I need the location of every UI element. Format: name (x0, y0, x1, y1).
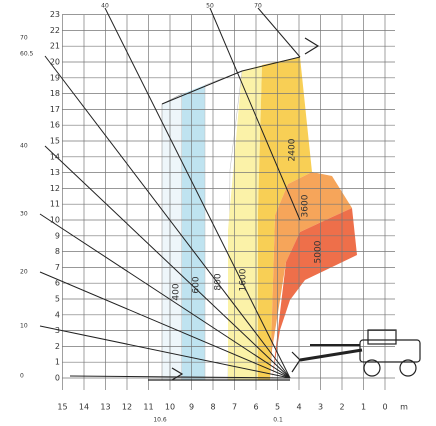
y-tick-label: 16 (50, 121, 60, 130)
angle-label: 70 (254, 3, 262, 10)
y-tick-label: 2 (55, 342, 60, 351)
y-tick-label: 13 (50, 168, 60, 177)
grid (62, 14, 395, 390)
x-tick-label: 7 (232, 403, 237, 412)
x-unit: m (400, 403, 408, 412)
wheel (399, 359, 417, 377)
y-tick-label: 19 (50, 73, 60, 82)
labels: 0123456789101112131415161718192021222315… (20, 3, 408, 424)
ray (39, 271, 291, 379)
y-tick-label: 8 (55, 247, 60, 256)
x-tick-label: 3 (318, 403, 323, 412)
y-tick-label: 17 (50, 105, 60, 114)
ray (104, 7, 291, 379)
envelope (161, 56, 301, 105)
y-tick-label: 1 (55, 358, 60, 367)
x-tick-label: 6 (253, 403, 258, 412)
y-tick-label: 23 (50, 10, 60, 19)
x-tick-label: 12 (122, 403, 132, 412)
wheel (363, 359, 381, 377)
machine-body (359, 339, 421, 363)
zone-label: 5000 (314, 240, 324, 263)
y-tick-label: 3 (55, 326, 60, 335)
angle-label: 40 (101, 3, 109, 10)
ray (39, 213, 291, 379)
y-tick-label: 6 (55, 279, 60, 288)
zone-1600-area (228, 65, 262, 380)
y-tick-label: 14 (50, 152, 60, 161)
bottom-label: 10.6 (153, 417, 167, 424)
y-tick-label: 5 (55, 295, 60, 304)
ray (39, 325, 291, 379)
y-tick-label: 18 (50, 89, 60, 98)
x-tick-label: 13 (100, 403, 110, 412)
zone-label: 400 (172, 283, 182, 300)
zone-label: 600 (192, 276, 202, 293)
angle-label: 0 (20, 373, 24, 380)
angle-label: 30 (20, 211, 28, 218)
x-tick-label: 14 (79, 403, 89, 412)
angle-label: 10 (20, 323, 28, 330)
y-tick-label: 10 (50, 216, 60, 225)
y-tick-label: 0 (55, 374, 60, 383)
x-tick-label: 2 (339, 403, 344, 412)
x-tick-label: 10 (165, 403, 175, 412)
x-tick-label: 8 (210, 403, 215, 412)
angle-label: 60.5 (20, 51, 34, 58)
machine (148, 37, 421, 381)
zone-label: 3600 (301, 194, 311, 217)
zone-label: 2400 (288, 138, 298, 161)
cab (367, 329, 397, 345)
y-tick-label: 21 (50, 42, 60, 51)
boom (299, 348, 363, 362)
zone-400-area (161, 93, 183, 381)
x-tick-label: 11 (143, 403, 153, 412)
zone-label: 800 (214, 273, 224, 290)
angle-label: 20 (20, 269, 28, 276)
angle-label: 50 (206, 3, 214, 10)
x-tick-label: 4 (296, 403, 301, 412)
y-tick-label: 20 (50, 58, 60, 67)
fork-marks (148, 37, 320, 381)
x-tick-label: 0 (382, 403, 387, 412)
ray (257, 7, 301, 58)
ray (69, 375, 291, 379)
x-tick-label: 1 (361, 403, 366, 412)
zone-5000-area (272, 208, 357, 380)
bottom-label: 0.1 (273, 417, 283, 424)
ray (44, 55, 291, 379)
y-tick-label: 15 (50, 137, 60, 146)
x-tick-label: 5 (275, 403, 280, 412)
y-tick-label: 7 (55, 263, 60, 272)
zone-600-area (182, 85, 205, 380)
y-tick-label: 9 (55, 231, 60, 240)
y-tick-label: 4 (55, 310, 60, 319)
y-tick-label: 11 (50, 200, 60, 209)
x-tick-label: 9 (189, 403, 194, 412)
zone-3600-area (270, 172, 352, 380)
y-tick-label: 12 (50, 184, 60, 193)
zone-label: 1600 (239, 268, 249, 291)
x-tick-label: 15 (57, 403, 67, 412)
rays (39, 7, 301, 379)
y-tick-label: 22 (50, 26, 60, 35)
angle-label: 70 (20, 35, 28, 42)
ray (44, 145, 291, 379)
ray (209, 7, 301, 221)
angle-label: 40 (20, 143, 28, 150)
